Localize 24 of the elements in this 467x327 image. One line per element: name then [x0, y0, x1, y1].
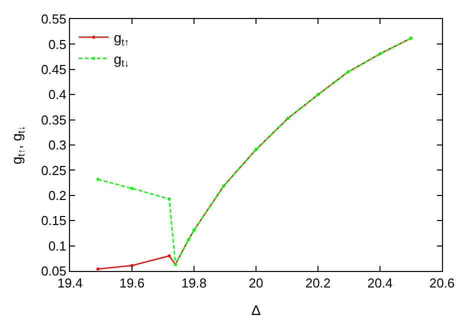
point — [168, 197, 171, 200]
x-tick-label: 20 — [248, 276, 264, 291]
x-tick-label: 19.6 — [119, 276, 145, 291]
y-tick-label: 0.1 — [48, 238, 66, 254]
point — [96, 267, 100, 270]
y-tick-label: 0.2 — [48, 188, 66, 203]
y-tick-label: 0.25 — [41, 162, 66, 178]
x-tick-label: 20.2 — [305, 276, 331, 291]
point — [130, 186, 134, 190]
point — [96, 178, 100, 181]
x-tick-label: 20.4 — [367, 276, 393, 291]
point — [168, 254, 171, 258]
x-tick-label: 19.8 — [181, 276, 207, 291]
y-tick-label: 0.45 — [41, 62, 66, 77]
legend-label: g$_{t↓}$ — [114, 50, 130, 70]
legend-label: g$_{t↑}$ — [114, 30, 130, 49]
y-tick-label: 0.4 — [48, 87, 66, 102]
y-tick-label: 0.55 — [41, 12, 66, 27]
y-tick-label: 0.5 — [48, 36, 66, 52]
x-tick-label: 20.6 — [429, 276, 455, 291]
y-tick-label: 0.15 — [41, 213, 66, 228]
y-tick-label: 0.3 — [48, 138, 66, 153]
x-axis-title: Δ — [251, 302, 261, 318]
y-tick-label: 0.35 — [41, 112, 66, 128]
